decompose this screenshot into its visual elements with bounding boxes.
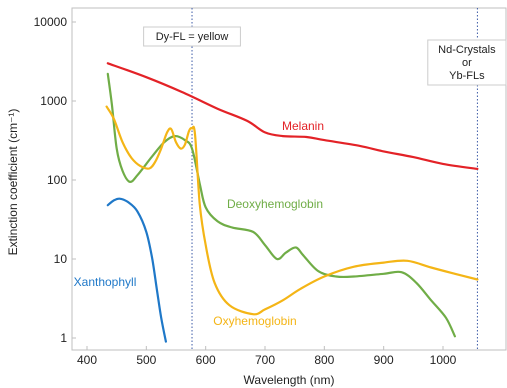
x-tick-label: 600: [196, 353, 216, 367]
y-tick-label: 1000: [40, 94, 67, 108]
plot-frame-group: [71, 7, 507, 351]
x-tick-label: 500: [136, 353, 156, 367]
y-tick-label: 10: [54, 252, 68, 266]
x-tick-label: 800: [314, 353, 334, 367]
x-tick-label: 1000: [430, 353, 457, 367]
series-label-melanin: Melanin: [282, 119, 324, 133]
series-line-oxyhemoglobin: [105, 105, 479, 316]
plot-frame: [71, 7, 507, 351]
y-tick-label: 1: [60, 331, 67, 345]
series-line-xanthophyll: [106, 197, 167, 343]
series-label-xanthophyll: Xanthophyll: [74, 275, 137, 289]
series-label-deoxyhemoglobin: Deoxyhemoglobin: [227, 197, 323, 211]
annotation-box-nd-yb: [427, 39, 507, 86]
y-tick-label: 100: [47, 173, 67, 187]
y-tick-label: 10000: [34, 15, 68, 29]
series-line-deoxyhemoglobin: [106, 72, 456, 338]
annotation-text-dy-fl: Dy-FL = yellow: [156, 31, 229, 43]
annotation-text-nd-yb: Nd-Crystals: [438, 44, 496, 56]
series-line-melanin: [106, 62, 479, 170]
x-axis-ticks: 400 500 600 700 800 900 1000: [77, 346, 457, 367]
x-axis-title: Wavelength (nm): [244, 373, 335, 387]
x-tick-label: 400: [77, 353, 97, 367]
y-axis-title: Extinction coefficient (cm⁻¹): [6, 109, 20, 256]
annotation-text-nd-yb: Yb-FLs: [449, 70, 485, 82]
series-label-oxyhemoglobin: Oxyhemoglobin: [213, 314, 296, 328]
y-axis-ticks: 1 10 100 1000 10000: [34, 15, 76, 345]
annotation-text-nd-yb: or: [462, 57, 472, 69]
x-tick-label: 700: [255, 353, 275, 367]
series-layer: [105, 62, 479, 343]
series-labels: Melanin Deoxyhemoglobin Oxyhemoglobin Xanth…: [74, 119, 324, 328]
x-tick-label: 900: [374, 353, 394, 367]
annotation-box-dy-fl: [143, 26, 241, 47]
